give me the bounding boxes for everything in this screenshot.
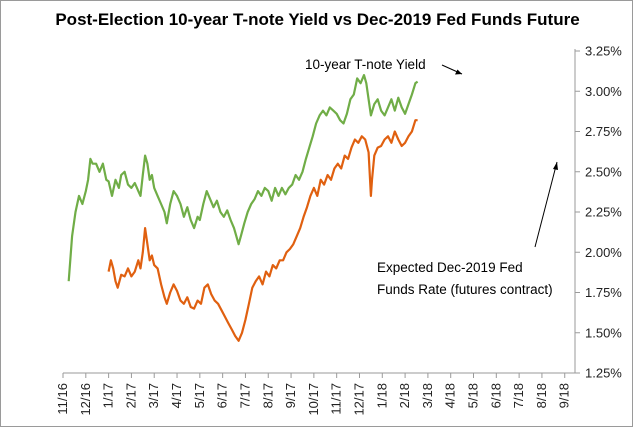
x-tick-label: 4/17 <box>169 383 184 408</box>
x-tick-label: 3/18 <box>420 383 435 408</box>
y-tick-label: 2.75% <box>585 124 622 139</box>
x-tick-label: 12/17 <box>351 383 366 416</box>
arrowhead-ff <box>553 162 558 170</box>
x-tick-label: 11/17 <box>329 383 344 415</box>
annotation-ff-label-line: Expected Dec-2019 Fed <box>377 260 523 275</box>
y-tick-label: 2.50% <box>585 164 622 179</box>
x-tick-label: 7/18 <box>511 383 526 408</box>
x-tick-label: 9/17 <box>283 383 298 408</box>
y-tick-label: 1.75% <box>585 285 622 300</box>
arrowhead-10yr <box>455 69 462 75</box>
annotation-10yr-label: 10-year T-note Yield <box>305 57 426 72</box>
y-tick-label: 3.25% <box>585 44 622 59</box>
series-line-expected-dec-2019-fed-funds-rate <box>107 119 418 342</box>
annotation-arrow-ff <box>534 161 558 248</box>
x-tick-label: 1/17 <box>101 383 116 408</box>
x-tick-label: 6/17 <box>215 383 230 408</box>
x-tick-label: 5/18 <box>466 383 481 408</box>
y-tick-label: 3.00% <box>585 84 622 99</box>
series-line-10-year-t-note-yield <box>67 74 419 282</box>
x-tick-label: 6/18 <box>488 383 503 408</box>
axes: 1.25% 1.50% 1.75% 2.00% 2.25% 2.50% 2.75% 3.00%… <box>55 44 622 416</box>
x-tick-label: 4/18 <box>443 383 458 408</box>
y-tick-label: 2.25% <box>585 205 622 220</box>
x-tick-label: 8/18 <box>534 383 549 408</box>
x-tick-label: 3/17 <box>146 383 161 408</box>
series-lines <box>67 74 419 342</box>
x-tick-label: 2/18 <box>397 383 412 408</box>
y-tick-label: 1.50% <box>585 325 622 340</box>
annotations: 10-year T-note Yield Expected Dec-2019 Fe… <box>305 57 558 297</box>
x-tick-label: 11/16 <box>55 383 70 415</box>
chart-title: Post-Election 10-year T-note Yield vs De… <box>55 10 580 29</box>
x-tick-label: 2/17 <box>123 383 138 408</box>
x-tick-label: 10/17 <box>306 383 321 416</box>
x-tick-label: 7/17 <box>237 383 252 408</box>
y-tick-label: 2.00% <box>585 245 622 260</box>
x-tick-label: 8/17 <box>260 383 275 408</box>
y-tick-label: 1.25% <box>585 366 622 381</box>
x-tick-label: 12/16 <box>78 383 93 416</box>
x-tick-label: 9/18 <box>557 383 572 408</box>
x-tick-label: 5/17 <box>192 383 207 408</box>
annotation-ff-label-line: Funds Rate (futures contract) <box>377 282 553 297</box>
x-tick-label: 1/18 <box>374 383 389 408</box>
